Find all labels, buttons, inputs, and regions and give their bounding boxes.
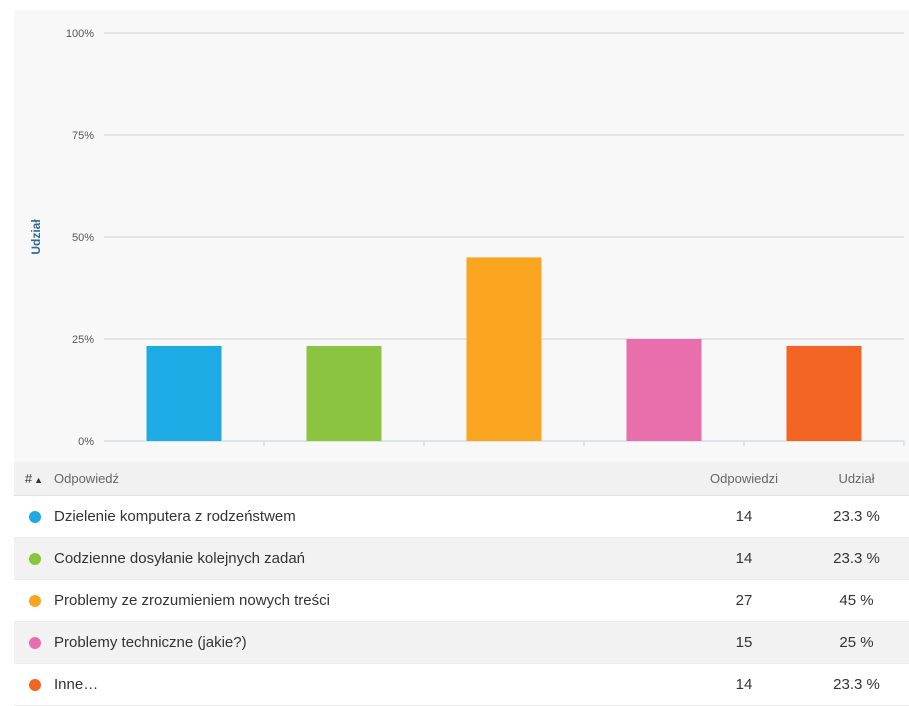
count-cell: 14 — [684, 537, 804, 580]
row-marker-cell — [14, 537, 54, 580]
y-tick-label: 50% — [72, 232, 94, 244]
count-cell: 14 — [684, 663, 804, 706]
header-share-label: Udział — [838, 471, 875, 486]
row-marker-cell — [14, 621, 54, 664]
sort-up-icon: ▲ — [34, 475, 44, 485]
dot-icon — [29, 511, 41, 524]
count-cell: 27 — [684, 579, 804, 622]
header-num[interactable]: # ▲ — [14, 462, 54, 496]
dot-icon — [29, 595, 41, 608]
table-row: Codzienne dosyłanie kolejnych zadań 14 2… — [14, 537, 909, 580]
row-marker-cell — [14, 495, 54, 538]
share-cell: 25 % — [804, 621, 909, 664]
bar — [146, 345, 222, 441]
y-tick-label: 0% — [78, 436, 94, 448]
share-cell: 23.3 % — [804, 537, 909, 580]
answer-cell: Codzienne dosyłanie kolejnych zadań — [54, 537, 684, 580]
dot-icon — [29, 679, 41, 692]
share-cell: 45 % — [804, 579, 909, 622]
header-share[interactable]: Udział — [804, 462, 909, 496]
share-cell: 23.3 % — [804, 663, 909, 706]
header-count[interactable]: Odpowiedzi — [684, 462, 804, 496]
row-marker-cell — [14, 579, 54, 622]
y-tick-label: 25% — [72, 334, 94, 346]
chart-svg: 0% 25% 50% 75% 100% Udział — [29, 28, 905, 448]
table-row: Problemy techniczne (jakie?) 15 25 % — [14, 621, 909, 664]
bar-chart: 0% 25% 50% 75% 100% Udział — [14, 10, 909, 462]
row-marker-cell — [14, 663, 54, 706]
answer-cell: Dzielenie komputera z rodzeństwem — [54, 495, 684, 538]
y-tick-label: 75% — [72, 130, 94, 142]
table-row: Problemy ze zrozumieniem nowych treści 2… — [14, 579, 909, 622]
header-count-label: Odpowiedzi — [710, 471, 778, 486]
count-cell: 14 — [684, 495, 804, 538]
table-row: Inne… 14 23.3 % — [14, 663, 909, 706]
bar — [786, 345, 862, 441]
answer-cell: Problemy ze zrozumieniem nowych treści — [54, 579, 684, 622]
answer-cell: Problemy techniczne (jakie?) — [54, 621, 684, 664]
bar — [626, 339, 702, 441]
header-answer[interactable]: Odpowiedź — [54, 462, 684, 496]
results-table: # ▲ Odpowiedź Odpowiedzi Udział Dzielenie… — [14, 462, 909, 706]
y-axis-label: Udział — [29, 219, 43, 255]
table-row: Dzielenie komputera z rodzeństwem 14 23.… — [14, 495, 909, 538]
count-cell: 15 — [684, 621, 804, 664]
bar — [306, 345, 382, 441]
table-header-row: # ▲ Odpowiedź Odpowiedzi Udział — [14, 462, 909, 496]
answer-cell: Inne… — [54, 663, 684, 706]
dot-icon — [29, 553, 41, 566]
bar — [466, 257, 542, 441]
dot-icon — [29, 637, 41, 650]
share-cell: 23.3 % — [804, 495, 909, 538]
y-tick-label: 100% — [66, 28, 94, 40]
header-num-label: # — [24, 471, 33, 486]
header-answer-label: Odpowiedź — [54, 471, 120, 486]
